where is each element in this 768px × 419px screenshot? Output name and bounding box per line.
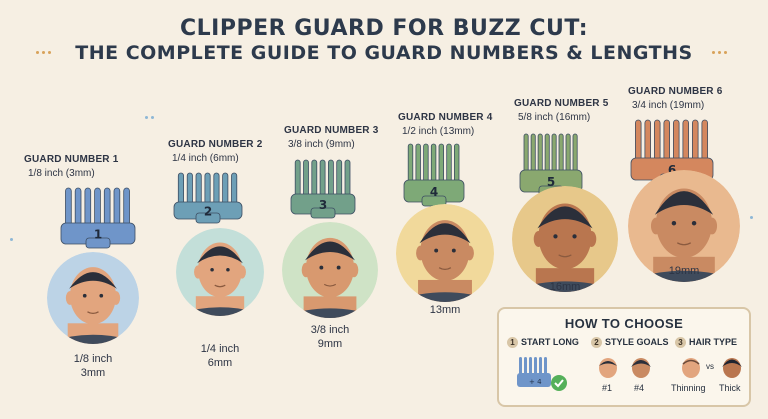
guard-label: GUARD NUMBER 1 <box>24 154 119 165</box>
step-1-label: START LONG <box>521 337 579 347</box>
hair-type-option-2: Thick <box>719 383 741 393</box>
page-title-line-1: CLIPPER GUARD FOR BUZZ CUT: <box>180 16 588 41</box>
buzz-cut-head-icon <box>599 358 617 378</box>
guard-number-text: 5 <box>547 175 555 189</box>
guard-comb: 2 <box>173 171 243 230</box>
clipper-guard-comb-icon: 2 <box>173 172 243 224</box>
guard-number-text: 4 <box>430 185 438 199</box>
guard-size: 1/8 inch (3mm) <box>28 168 95 179</box>
step-1-number-badge: 1 <box>507 337 518 349</box>
hair-type-option-1: Thinning <box>671 383 706 393</box>
guard-size: 3/4 inch (19mm) <box>632 100 705 111</box>
step-2-number-badge: 2 <box>591 337 602 349</box>
guard-comb: 3 <box>290 158 356 225</box>
clipper-guard-comb-icon: 3 <box>290 159 356 219</box>
guard-length-line-1: 1/4 inch <box>200 343 240 355</box>
guard-length-line-1: 3/8 inch <box>310 324 350 336</box>
guard-length-line-2: 3mm <box>80 367 106 379</box>
portrait <box>512 186 618 292</box>
decorative-dots <box>712 41 730 54</box>
style-option-2: #4 <box>634 383 645 393</box>
buzz-cut-portrait-icon <box>512 186 618 292</box>
clipper-guard-comb-icon: 4 <box>403 143 465 207</box>
guard-length-line-1: 1/8 inch <box>73 353 113 365</box>
guard-comb: 1 <box>60 186 136 255</box>
guard-length-line-1: 16mm <box>549 281 581 293</box>
step-3-heading: 3 HAIR TYPE <box>675 337 738 349</box>
buzz-cut-portrait-icon <box>282 222 378 318</box>
guard-label: GUARD NUMBER 6 <box>628 86 723 97</box>
step-3-label: HAIR TYPE <box>689 337 738 347</box>
guard-label: GUARD NUMBER 2 <box>168 139 263 150</box>
guard-length-line-1: 13mm <box>429 304 461 316</box>
guard-length-line-2: 6mm <box>207 357 233 369</box>
decorative-dots <box>10 228 28 241</box>
step-3-number-badge: 3 <box>675 337 686 349</box>
clipper-guard-comb-icon: 1 <box>60 187 136 249</box>
decorative-dots <box>36 41 54 54</box>
guard-length-line-2: 9mm <box>317 338 343 350</box>
portrait <box>176 228 264 316</box>
buzz-cut-portrait-icon <box>47 252 139 344</box>
guard-length-line-1: 19mm <box>668 265 700 277</box>
clipper-check-icon: + 4 <box>517 357 567 391</box>
buzz-cut-portrait-icon <box>176 228 264 316</box>
guard-size: 3/8 inch (9mm) <box>288 139 355 150</box>
decorative-dots <box>145 106 163 119</box>
step-2-label: STYLE GOALS <box>605 337 669 347</box>
clipper-guard-comb-icon: 6 <box>630 119 714 185</box>
portrait <box>282 222 378 318</box>
svg-text:+ 4: + 4 <box>529 378 542 386</box>
thinning-hair-head-icon <box>682 358 700 378</box>
thick-hair-head-icon <box>722 358 742 378</box>
style-option-1: #1 <box>602 383 613 393</box>
step-2-heading: 2 STYLE GOALS <box>591 337 669 349</box>
portrait <box>396 204 494 302</box>
step-1-heading: 1 START LONG <box>507 337 579 349</box>
page-title-line-2: THE COMPLETE GUIDE TO GUARD NUMBERS & LE… <box>75 42 693 64</box>
portrait <box>47 252 139 344</box>
guard-label: GUARD NUMBER 5 <box>514 98 609 109</box>
guard-label: GUARD NUMBER 3 <box>284 125 379 136</box>
guard-label: GUARD NUMBER 4 <box>398 112 493 123</box>
guard-size: 1/2 inch (13mm) <box>402 126 475 137</box>
how-to-choose-panel: HOW TO CHOOSE 1 START LONG + 4 2 STYLE GOA… <box>497 307 751 407</box>
guard-number-text: 1 <box>94 228 102 242</box>
how-to-choose-title: HOW TO CHOOSE <box>564 316 684 331</box>
guard-size: 5/8 inch (16mm) <box>518 112 591 123</box>
guard-number-text: 3 <box>319 198 327 212</box>
vs-label: vs <box>706 362 714 371</box>
guard-comb: 6 <box>630 118 714 191</box>
longer-cut-head-icon <box>631 358 651 378</box>
guard-comb: 4 <box>403 142 465 213</box>
guard-number-text: 2 <box>204 205 212 219</box>
guard-number-text: 6 <box>668 163 676 177</box>
guard-size: 1/4 inch (6mm) <box>172 153 239 164</box>
buzz-cut-portrait-icon <box>396 204 494 302</box>
decorative-dots <box>750 206 768 219</box>
